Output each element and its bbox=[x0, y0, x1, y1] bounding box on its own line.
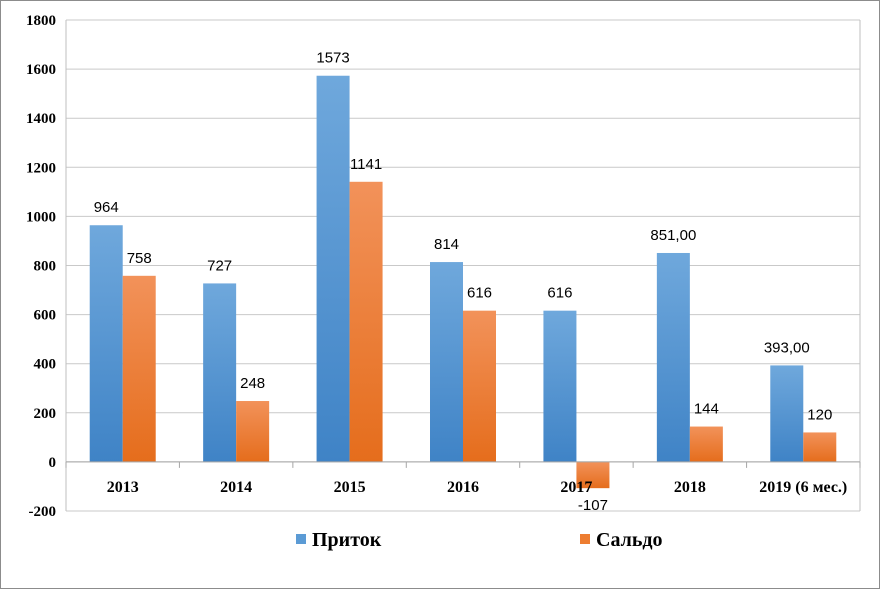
y-axis: -200 0 200 400 600 800 1000 1200 1400 1600 1800 bbox=[26, 13, 56, 520]
bar-saldo bbox=[689, 426, 723, 462]
legend: Приток Сальдо bbox=[296, 529, 663, 551]
data-label: 616 bbox=[547, 285, 572, 302]
x-tick-label: 2014 bbox=[220, 479, 252, 496]
legend-swatch bbox=[580, 534, 590, 544]
bar-saldo bbox=[463, 310, 496, 462]
y-tick-label: 800 bbox=[34, 259, 57, 275]
legend-label: Приток bbox=[312, 529, 382, 551]
x-axis: 2013 2014 2015 2016 2017 2018 2019 (6 мес.) bbox=[65, 461, 861, 496]
x-tick-label: 2016 bbox=[447, 479, 479, 496]
bar-pritok bbox=[543, 310, 577, 462]
bar-saldo bbox=[349, 181, 383, 462]
x-tick-label: 2018 bbox=[674, 479, 706, 496]
x-tick-label: 2019 (6 мес.) bbox=[759, 479, 847, 496]
bar-pritok bbox=[770, 365, 804, 462]
legend-label: Сальдо bbox=[596, 529, 663, 551]
data-label: 393,00 bbox=[764, 339, 810, 356]
bar-pritok bbox=[656, 252, 690, 462]
data-label: 964 bbox=[94, 199, 119, 216]
y-tick-label: 0 bbox=[49, 455, 57, 471]
bar-saldo bbox=[122, 275, 156, 462]
bar-pritok bbox=[89, 225, 123, 462]
y-tick-label: 1600 bbox=[26, 62, 56, 78]
bar-saldo bbox=[803, 432, 837, 462]
data-label: 758 bbox=[127, 250, 152, 267]
data-label: 1141 bbox=[350, 156, 382, 173]
y-tick-label: -200 bbox=[29, 504, 57, 520]
data-label: 814 bbox=[434, 236, 459, 253]
x-tick-label: 2013 bbox=[107, 479, 139, 496]
bar-pritok bbox=[430, 262, 463, 462]
x-tick-label: 2017 bbox=[560, 479, 592, 496]
data-label: 144 bbox=[694, 401, 719, 418]
data-label: 1573 bbox=[316, 50, 349, 67]
y-tick-label: 200 bbox=[34, 406, 57, 422]
y-tick-label: 600 bbox=[34, 308, 57, 324]
bar-pritok bbox=[316, 75, 350, 462]
data-labels: 964 727 1573 814 616 851,00 393,00 758 248 1141 61… bbox=[94, 50, 833, 514]
legend-swatch bbox=[296, 534, 306, 544]
bar-saldo bbox=[236, 401, 270, 462]
data-label: 120 bbox=[807, 406, 832, 423]
y-tick-label: 1800 bbox=[26, 13, 56, 29]
y-tick-label: 1400 bbox=[26, 111, 56, 127]
data-label: 248 bbox=[240, 375, 265, 392]
data-label: -107 bbox=[578, 497, 608, 514]
y-tick-label: 400 bbox=[34, 357, 57, 373]
data-label: 616 bbox=[467, 285, 492, 302]
bar-pritok bbox=[203, 283, 237, 462]
data-label: 851,00 bbox=[650, 227, 696, 244]
y-tick-label: 1200 bbox=[26, 160, 56, 176]
y-tick-label: 1000 bbox=[26, 209, 56, 225]
bar-saldo bbox=[576, 461, 610, 489]
bars bbox=[89, 75, 837, 489]
x-tick-label: 2015 bbox=[334, 479, 366, 496]
data-label: 727 bbox=[207, 257, 232, 274]
